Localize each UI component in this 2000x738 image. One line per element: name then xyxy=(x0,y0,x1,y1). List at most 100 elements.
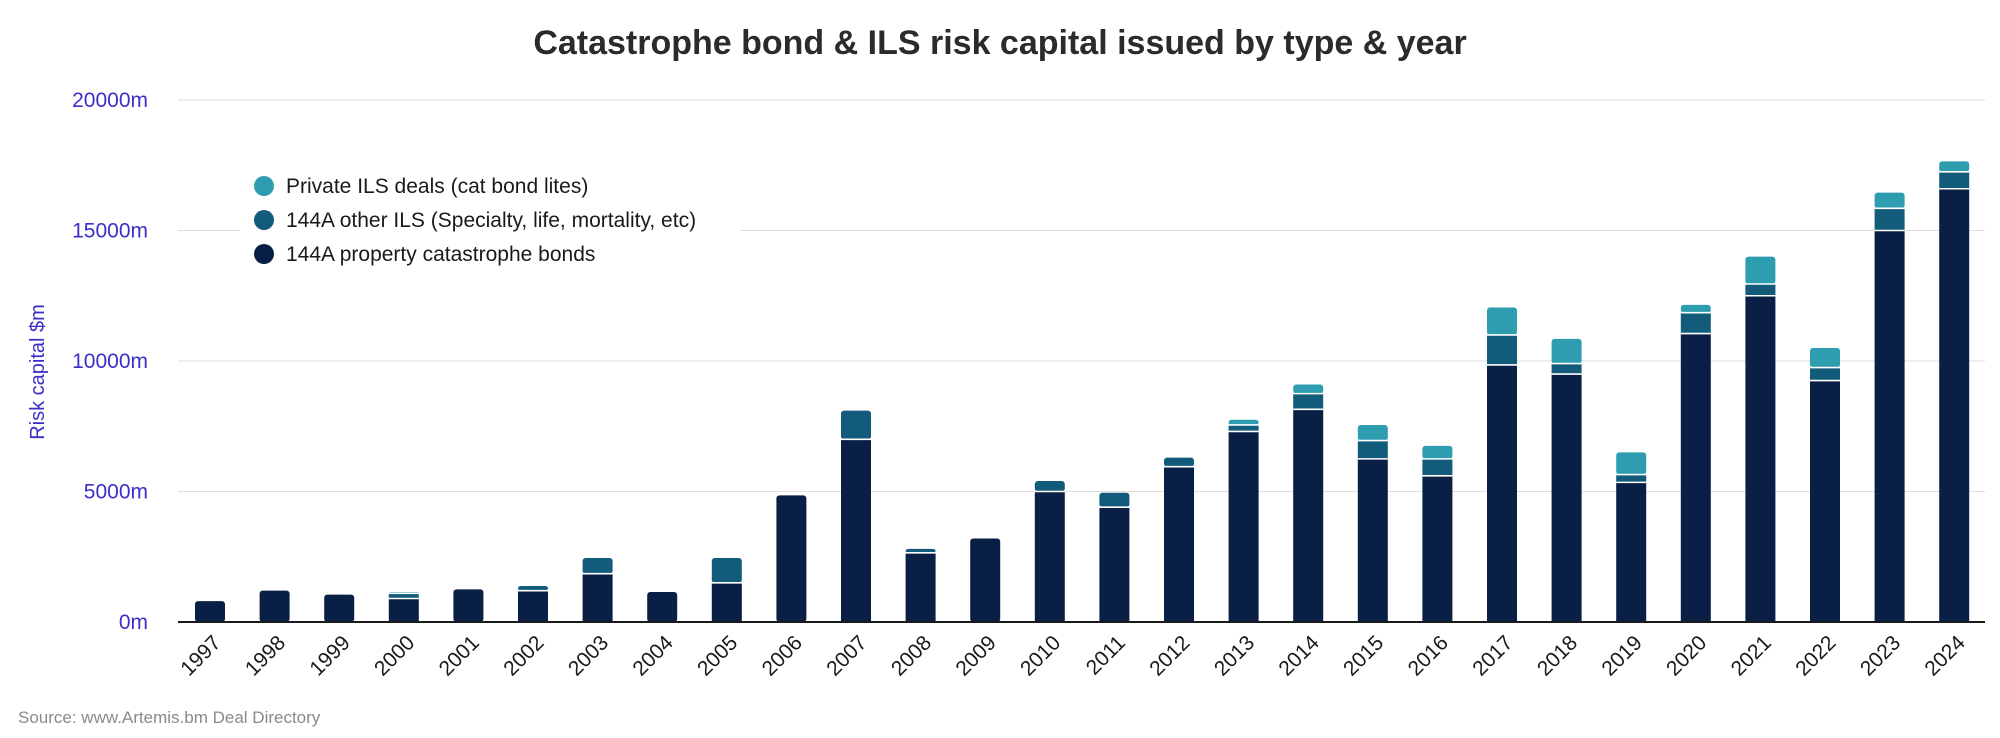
bar-property-2008 xyxy=(905,552,936,622)
bar-property-2005 xyxy=(711,582,742,622)
bar-property-2022 xyxy=(1810,380,1840,622)
bar-other-2020 xyxy=(1680,312,1711,334)
x-tick-label: 2003 xyxy=(564,631,613,680)
x-tick-label: 2018 xyxy=(1533,631,1582,680)
bar-property-2002 xyxy=(518,590,548,622)
x-tick-label: 2001 xyxy=(435,631,484,680)
bar-other-2012 xyxy=(1164,457,1194,467)
bar-property-2010 xyxy=(1034,491,1065,622)
bar-other-2011 xyxy=(1099,492,1130,508)
x-tick-label: 1998 xyxy=(241,631,290,680)
bar-property-2019 xyxy=(1616,482,1647,622)
y-tick-label: 5000m xyxy=(84,481,148,504)
bar-private-2021 xyxy=(1745,256,1776,285)
chart-title: Catastrophe bond & ILS risk capital issu… xyxy=(533,24,1467,62)
x-tick-label: 2012 xyxy=(1145,631,1194,680)
x-tick-label: 2007 xyxy=(822,631,871,680)
bar-property-2023 xyxy=(1874,230,1905,622)
x-tick-label: 2010 xyxy=(1016,631,1065,680)
x-tick-label: 2004 xyxy=(628,631,678,681)
legend-label-other: 144A other ILS (Specialty, life, mortali… xyxy=(286,209,696,232)
source-note: Source: www.Artemis.bm Deal Directory xyxy=(18,708,321,727)
y-axis-label: Risk capital $m xyxy=(27,304,49,440)
x-tick-label: 2000 xyxy=(370,631,419,680)
bar-private-2023 xyxy=(1874,192,1905,209)
bar-property-2021 xyxy=(1745,295,1776,622)
bar-property-2016 xyxy=(1422,475,1453,622)
bar-private-2015 xyxy=(1357,424,1388,441)
bar-property-2015 xyxy=(1357,458,1388,622)
bar-property-2018 xyxy=(1551,374,1582,622)
bar-private-2018 xyxy=(1551,338,1582,364)
bar-property-2012 xyxy=(1164,466,1194,622)
x-tick-label: 2016 xyxy=(1404,631,1453,680)
x-tick-label: 2011 xyxy=(1082,631,1130,679)
legend-background xyxy=(240,168,740,278)
x-tick-label: 2019 xyxy=(1597,631,1646,680)
x-tick-label: 2002 xyxy=(499,631,548,680)
bar-property-2009 xyxy=(970,538,1001,622)
bar-private-2024 xyxy=(1939,161,1970,172)
bar-other-2017 xyxy=(1487,334,1517,365)
x-tick-label: 2017 xyxy=(1468,631,1517,680)
bar-other-2000 xyxy=(388,593,419,599)
x-tick-label: 2013 xyxy=(1210,631,1259,680)
bar-property-2000 xyxy=(388,598,419,622)
bar-other-2022 xyxy=(1810,367,1840,381)
x-tick-label: 2009 xyxy=(951,631,1000,680)
bar-property-2007 xyxy=(841,439,871,622)
x-tick-label: 1997 xyxy=(176,631,225,680)
bar-property-2001 xyxy=(453,589,484,622)
bar-private-2022 xyxy=(1810,347,1840,368)
bar-private-2014 xyxy=(1293,384,1324,394)
bar-property-1997 xyxy=(195,601,225,622)
y-tick-label: 20000m xyxy=(72,89,148,112)
x-tick-label: 2005 xyxy=(693,631,742,680)
bar-property-2014 xyxy=(1293,409,1324,622)
x-tick-label: 2023 xyxy=(1856,631,1905,680)
x-tick-label: 2014 xyxy=(1274,631,1324,681)
bar-other-2003 xyxy=(582,558,613,574)
bar-other-2002 xyxy=(518,585,548,591)
gridlines xyxy=(178,99,1985,492)
bar-property-1998 xyxy=(259,590,290,622)
y-tick-label: 10000m xyxy=(72,350,148,373)
x-tick-label: 2020 xyxy=(1662,631,1711,680)
bar-property-2004 xyxy=(647,591,678,622)
bar-other-2010 xyxy=(1034,481,1065,492)
bar-private-2020 xyxy=(1680,304,1711,313)
x-tick-label: 2008 xyxy=(887,631,936,680)
bar-other-2021 xyxy=(1745,284,1776,296)
bar-other-2018 xyxy=(1551,363,1582,375)
bar-private-2013 xyxy=(1228,419,1259,425)
bar-property-2020 xyxy=(1680,333,1711,622)
bar-property-2013 xyxy=(1228,431,1259,622)
bar-property-1999 xyxy=(324,594,355,622)
legend-swatch-other xyxy=(254,210,274,230)
bar-property-2017 xyxy=(1487,364,1517,622)
bar-other-2007 xyxy=(841,410,871,440)
y-tick-label: 0m xyxy=(119,611,148,634)
x-tick-label: 2015 xyxy=(1339,631,1388,680)
bar-private-2016 xyxy=(1422,445,1453,459)
x-tick-label: 2024 xyxy=(1920,631,1970,681)
bar-private-2017 xyxy=(1487,307,1517,335)
bar-other-2023 xyxy=(1874,208,1905,231)
bar-other-2014 xyxy=(1293,393,1324,410)
x-tick-label: 2022 xyxy=(1791,631,1840,680)
legend-label-private: Private ILS deals (cat bond lites) xyxy=(286,175,588,198)
bar-other-2005 xyxy=(711,558,742,583)
legend-label-property: 144A property catastrophe bonds xyxy=(286,243,595,266)
bar-property-2006 xyxy=(776,495,807,622)
x-tick-label: 1999 xyxy=(305,631,354,680)
bar-other-2013 xyxy=(1228,424,1259,432)
bar-other-2019 xyxy=(1616,474,1647,483)
legend-swatch-property xyxy=(254,244,274,264)
y-tick-label: 15000m xyxy=(72,220,148,243)
x-axis: 1997 1998 1999 2000 2001 2002 2003 2004 2005 2006… xyxy=(176,621,1985,681)
x-tick-label: 2006 xyxy=(758,631,807,680)
legend-swatch-private xyxy=(254,176,274,196)
bars xyxy=(195,161,1970,623)
bar-property-2003 xyxy=(582,573,613,622)
